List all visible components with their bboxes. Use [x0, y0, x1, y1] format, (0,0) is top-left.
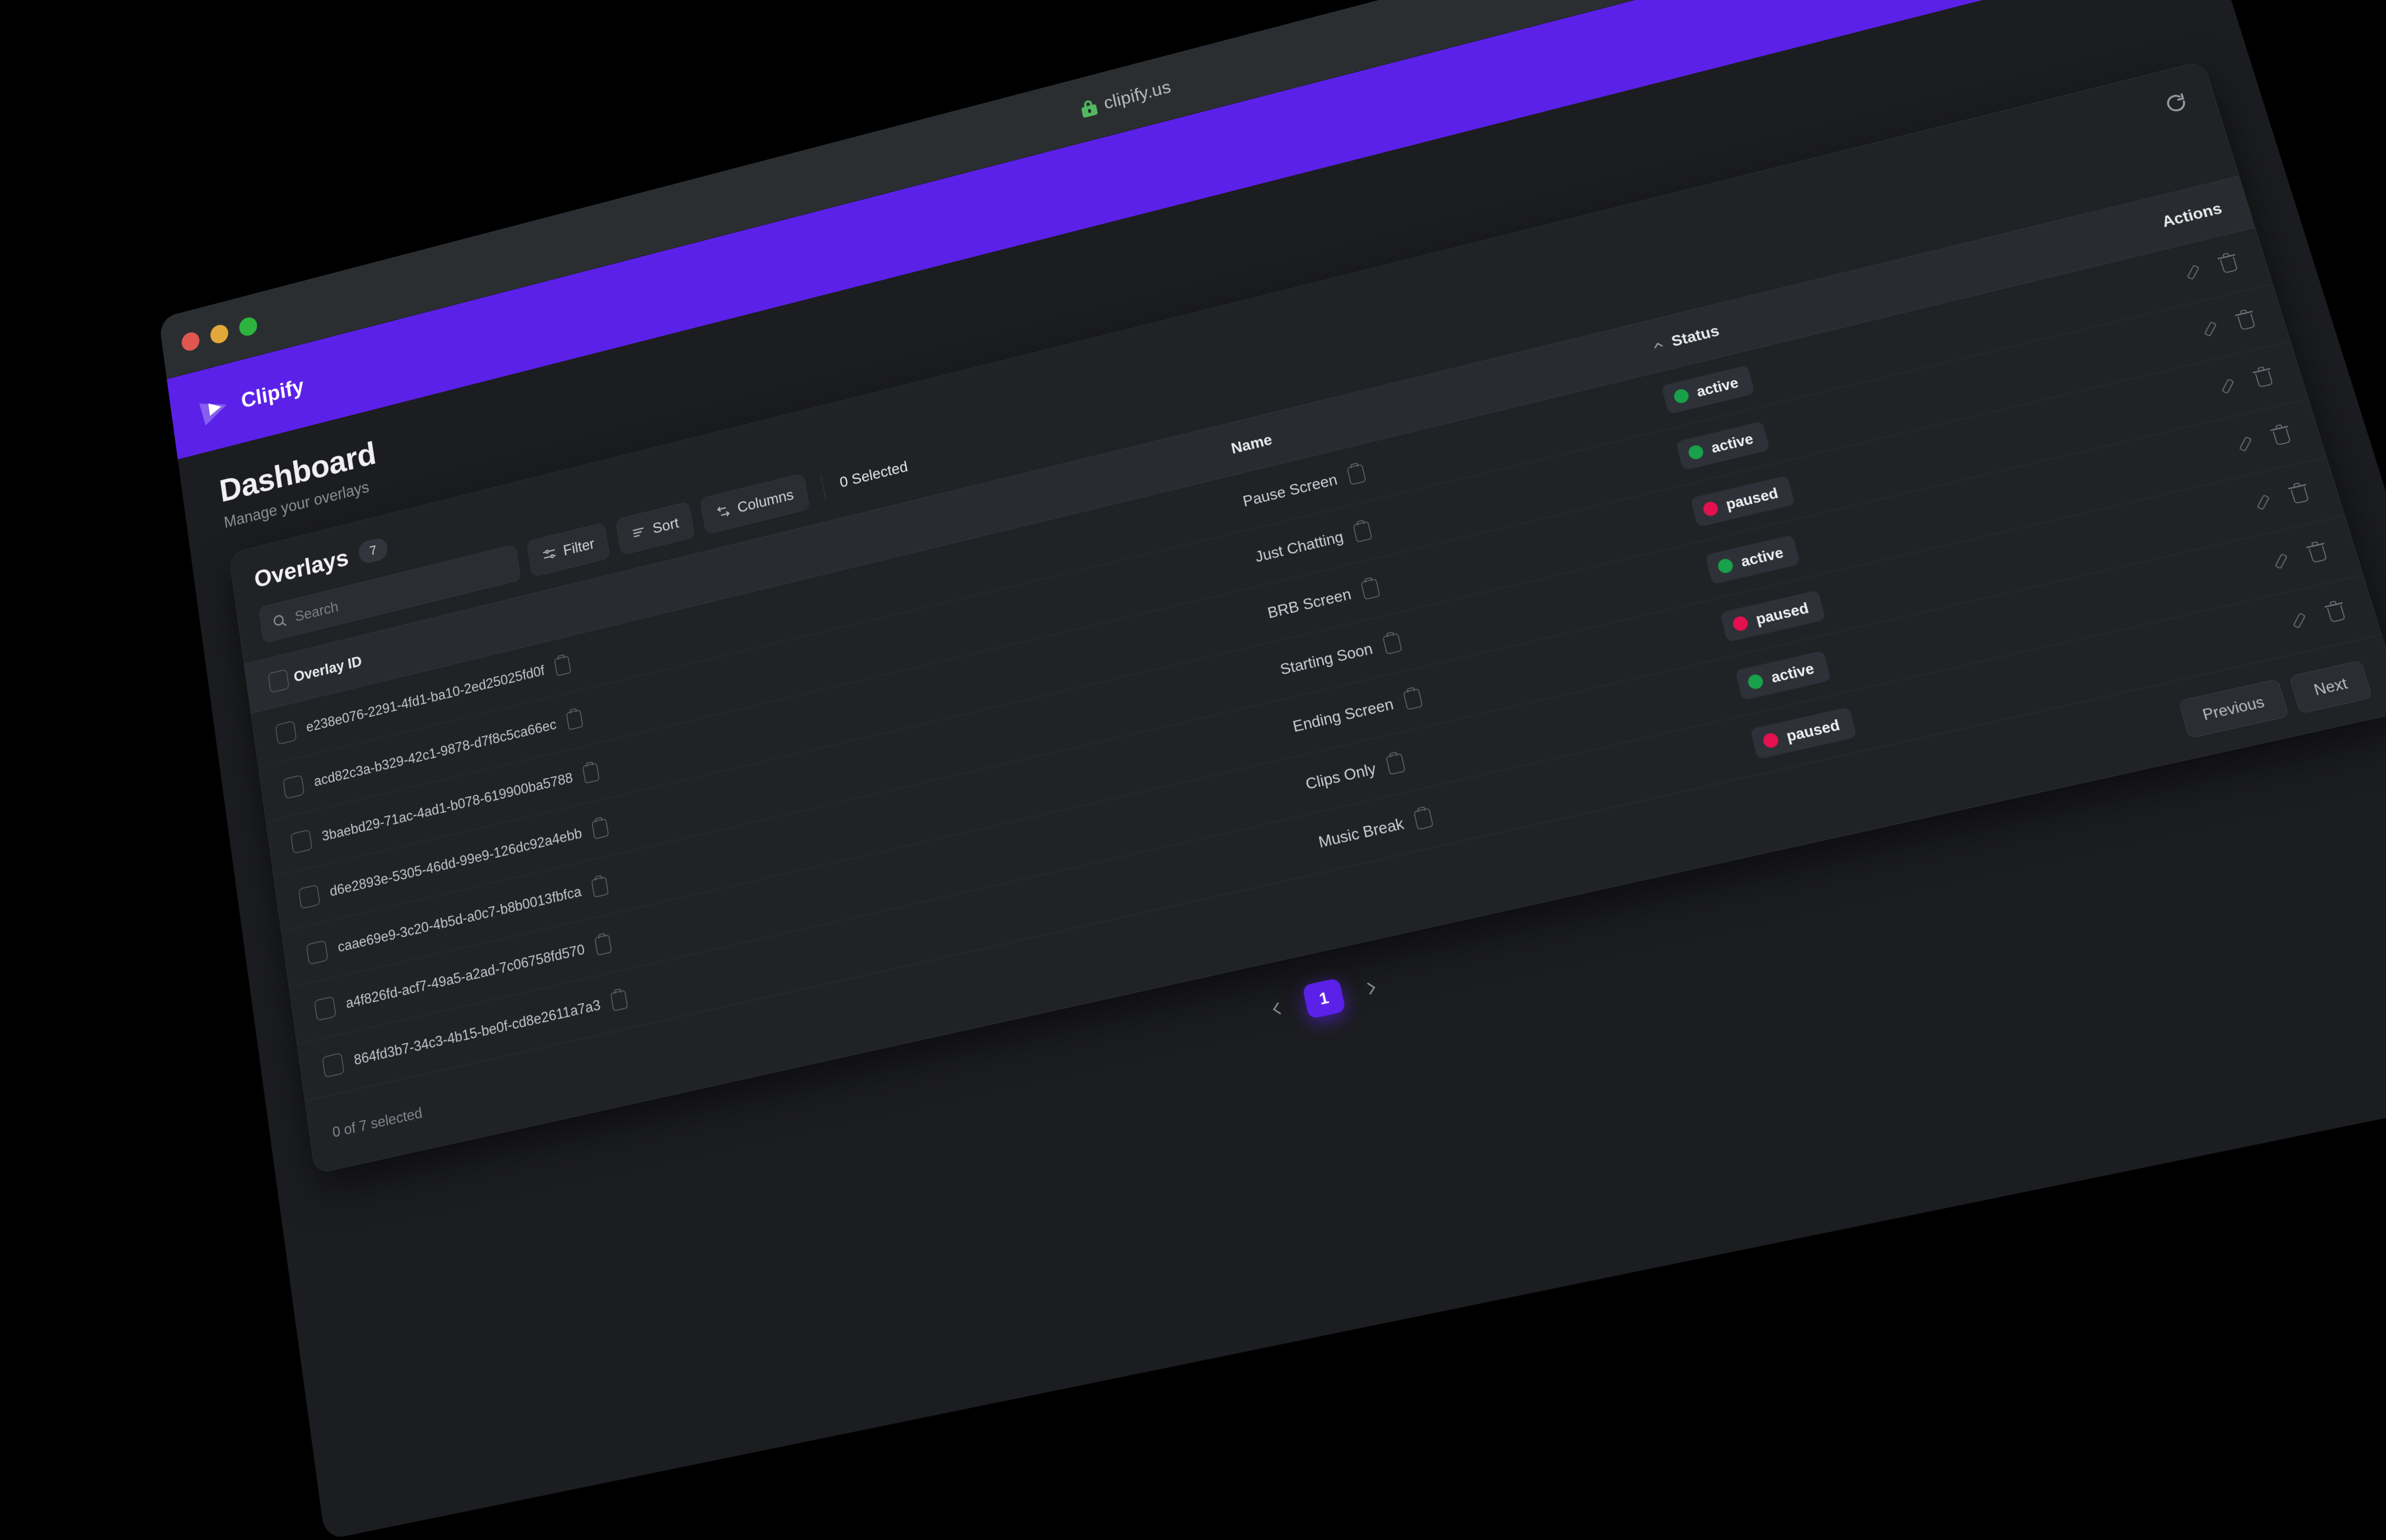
select-all-checkbox[interactable] — [268, 669, 290, 693]
status-badge: active — [1705, 535, 1800, 584]
overlay-count-badge: 7 — [357, 536, 389, 565]
status-badge: active — [1676, 421, 1770, 471]
previous-page-button[interactable]: Previous — [2178, 679, 2289, 739]
trash-icon[interactable] — [2305, 541, 2330, 565]
copy-icon[interactable] — [1361, 578, 1381, 600]
selected-count-label: 0 Selected — [838, 458, 909, 491]
scene: clipify.us Clipify — [0, 0, 2386, 1345]
sort-label: Sort — [651, 514, 680, 537]
overlay-name-text: Ending Screen — [1291, 695, 1395, 736]
status-dot — [1673, 388, 1690, 405]
row-checkbox[interactable] — [322, 1052, 345, 1078]
copy-icon[interactable] — [610, 990, 628, 1011]
pencil-icon[interactable] — [2217, 376, 2239, 397]
copy-icon[interactable] — [582, 763, 600, 784]
status-dot — [1732, 615, 1750, 632]
status-label: paused — [1724, 485, 1780, 513]
overlay-name-text: BRB Screen — [1266, 585, 1353, 622]
trash-icon[interactable] — [2287, 483, 2312, 506]
overlay-name-text: Starting Soon — [1278, 640, 1374, 678]
row-checkbox[interactable] — [298, 884, 321, 909]
lock-icon — [1080, 98, 1098, 118]
copy-icon[interactable] — [1382, 633, 1402, 655]
pencil-icon[interactable] — [2251, 492, 2274, 513]
overlay-name-text: Clips Only — [1304, 760, 1378, 793]
minimize-window-button[interactable] — [209, 323, 229, 345]
sort-icon — [630, 523, 648, 541]
status-label: active — [1709, 430, 1755, 457]
copy-icon[interactable] — [1347, 464, 1366, 485]
row-checkbox[interactable] — [275, 720, 297, 745]
maximize-window-button[interactable] — [238, 315, 258, 338]
status-label: paused — [1785, 717, 1842, 746]
trash-icon[interactable] — [2270, 425, 2294, 447]
status-dot — [1687, 444, 1705, 460]
copy-icon[interactable] — [591, 876, 609, 898]
status-dot — [1762, 732, 1780, 749]
status-dot — [1747, 673, 1765, 690]
copy-icon[interactable] — [554, 656, 571, 676]
close-window-button[interactable] — [180, 330, 200, 353]
browser-window: clipify.us Clipify — [158, 0, 2386, 1540]
trash-icon[interactable] — [2251, 367, 2276, 390]
row-checkbox[interactable] — [306, 940, 328, 965]
pencil-icon[interactable] — [2182, 262, 2204, 283]
column-label-overlay-id: Overlay ID — [293, 653, 363, 686]
url-text: clipify.us — [1102, 78, 1173, 114]
pencil-icon[interactable] — [2288, 611, 2311, 632]
status-dot — [1702, 500, 1719, 518]
copy-icon[interactable] — [594, 934, 612, 956]
column-label-name: Name — [1230, 431, 1274, 458]
chevron-left-icon[interactable] — [1261, 990, 1297, 1026]
trash-icon[interactable] — [2323, 601, 2349, 624]
status-dot — [1716, 557, 1734, 574]
trash-icon[interactable] — [2217, 253, 2241, 275]
status-label: active — [1739, 544, 1785, 571]
selection-summary: 0 of 7 selected — [331, 1104, 423, 1141]
chevron-up-icon — [1650, 337, 1667, 354]
copy-icon[interactable] — [566, 709, 584, 730]
status-label: active — [1695, 375, 1740, 401]
card-title: Overlays — [252, 544, 350, 593]
status-badge: paused — [1750, 707, 1857, 760]
columns-label: Columns — [736, 486, 795, 516]
status-badge: active — [1735, 650, 1831, 700]
copy-icon[interactable] — [592, 818, 609, 840]
column-label-actions: Actions — [2160, 199, 2224, 231]
brand-name: Clipify — [240, 374, 305, 413]
row-checkbox[interactable] — [283, 775, 304, 800]
columns-icon — [715, 502, 732, 520]
filter-label: Filter — [562, 535, 596, 559]
copy-icon[interactable] — [1403, 688, 1423, 710]
status-badge: active — [1662, 365, 1755, 415]
pencil-icon[interactable] — [2199, 319, 2221, 340]
row-checkbox[interactable] — [290, 829, 312, 854]
search-icon — [271, 611, 288, 630]
status-label: active — [1769, 660, 1816, 687]
refresh-icon[interactable] — [2161, 89, 2192, 117]
copy-icon[interactable] — [1353, 521, 1372, 542]
page-number-1[interactable]: 1 — [1302, 978, 1346, 1019]
status-label: paused — [1754, 600, 1810, 628]
overlay-name-text: Music Break — [1317, 814, 1406, 851]
trash-icon[interactable] — [2234, 310, 2259, 333]
overlay-name-text: Just Chatting — [1254, 528, 1345, 566]
brand[interactable]: Clipify — [198, 370, 306, 427]
overlay-name-text: Pause Screen — [1241, 471, 1339, 510]
column-label-status: Status — [1670, 322, 1721, 350]
next-page-button[interactable]: Next — [2289, 660, 2373, 714]
toolbar-divider — [821, 475, 826, 499]
chevron-right-icon[interactable] — [1351, 970, 1387, 1007]
traffic-lights — [180, 315, 258, 353]
copy-icon[interactable] — [1386, 753, 1406, 775]
pencil-icon[interactable] — [2270, 551, 2293, 572]
pencil-icon[interactable] — [2234, 434, 2257, 455]
copy-icon[interactable] — [1413, 808, 1434, 830]
row-checkbox[interactable] — [314, 996, 336, 1021]
play-triangle-icon — [198, 389, 232, 427]
filter-icon — [541, 545, 558, 563]
status-badge: paused — [1690, 475, 1795, 527]
status-badge: paused — [1720, 590, 1826, 643]
